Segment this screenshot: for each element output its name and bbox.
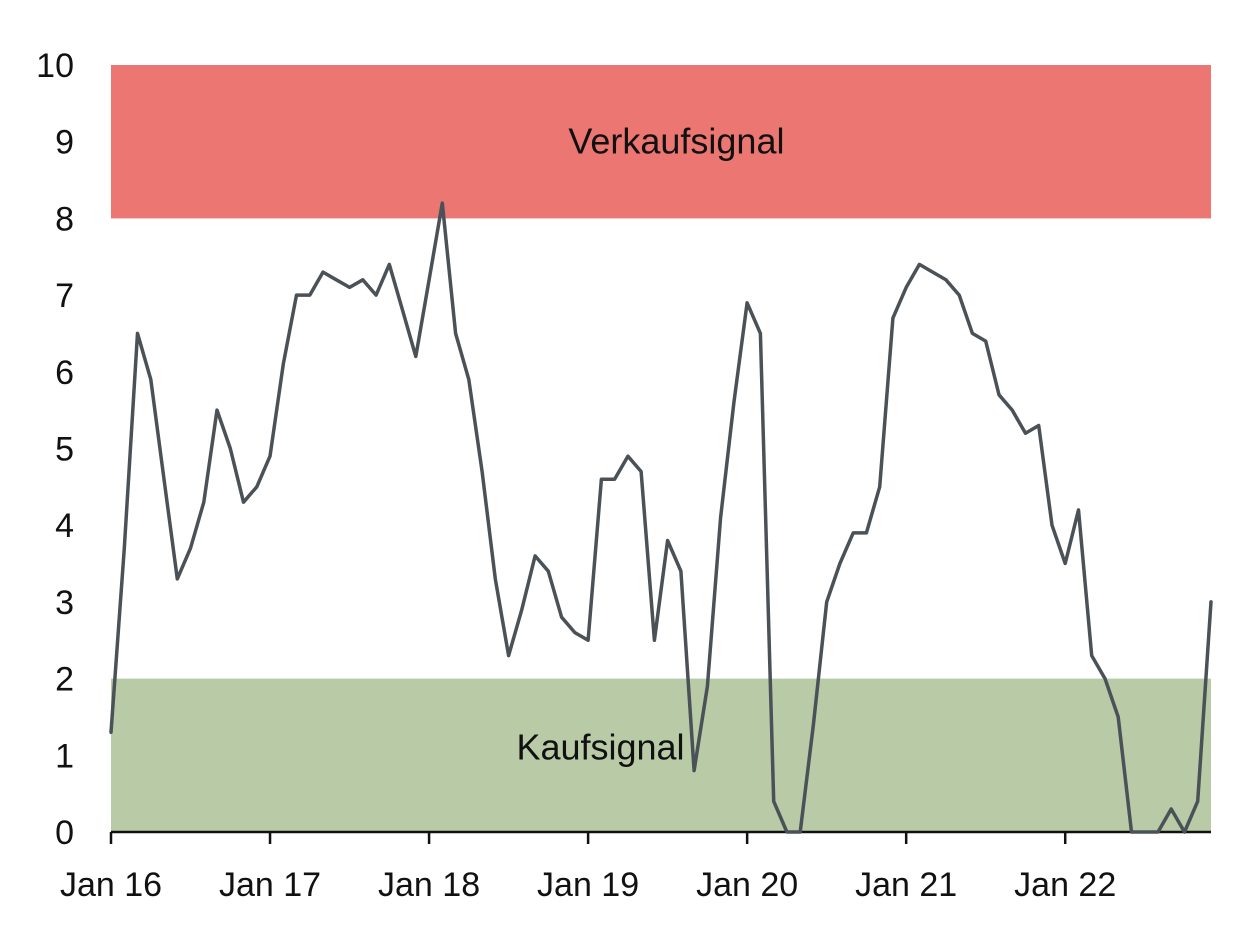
x-tick-label: Jan 16	[60, 866, 162, 904]
y-tick-label: 8	[55, 200, 74, 238]
x-tick-label: Jan 22	[1014, 866, 1116, 904]
x-tick-label: Jan 18	[378, 866, 480, 904]
y-tick-label: 6	[55, 354, 74, 392]
signal-bands	[111, 65, 1211, 832]
band-labels: Verkaufsignal Kaufsignal	[516, 121, 784, 768]
y-tick-label: 4	[55, 507, 74, 545]
y-tick-label: 0	[55, 814, 74, 852]
y-tick-label: 2	[55, 661, 74, 699]
series-layer	[109, 201, 1213, 834]
y-tick-label: 9	[55, 124, 74, 162]
x-tick-label: Jan 17	[219, 866, 321, 904]
x-tick-label: Jan 20	[696, 866, 798, 904]
y-tick-label: 10	[36, 47, 74, 85]
series-line	[109, 201, 1213, 834]
x-tick-label: Jan 21	[855, 866, 957, 904]
x-tick-label: Jan 19	[537, 866, 639, 904]
y-tick-label: 1	[55, 737, 74, 775]
band-sell	[111, 65, 1211, 219]
band-label-sell: Verkaufsignal	[568, 121, 784, 162]
band-buy	[111, 678, 1211, 832]
band-label-buy: Kaufsignal	[516, 727, 684, 768]
y-tick-label: 7	[55, 277, 74, 315]
axes: 0 1 2 3 4 5 6 7 8 9 10 Jan 16 Jan 17 Jan 18 Jan 19 Jan …	[36, 47, 1211, 904]
y-tick-label: 5	[55, 431, 74, 469]
y-tick-label: 3	[55, 584, 74, 622]
